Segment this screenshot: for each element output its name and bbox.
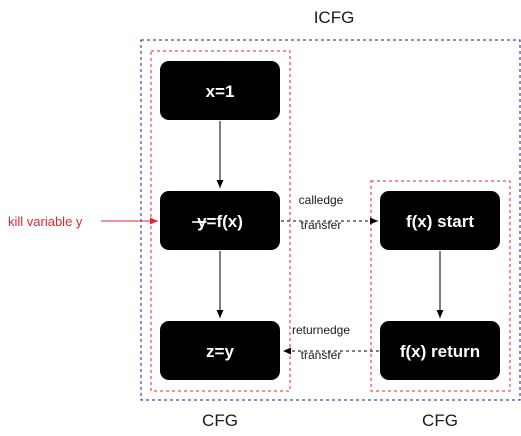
node-f-return-label: f(x) return [400,342,480,361]
return-transfer-label: transfer [301,348,342,362]
icfg-boundary [140,39,521,401]
node-z-assign-label: z=y [206,342,234,361]
node-x-assign: x=1 [160,61,280,120]
call-transfer-label: transfer [301,218,342,232]
node-x-assign-label: x=1 [206,82,235,101]
node-f-start: f(x) start [380,191,500,250]
node-f-return: f(x) return [380,321,500,380]
kill-variable-annotation: kill variable y [8,214,83,229]
call-expression: =f(x) [207,212,243,231]
return-edge-label: returnedge [292,323,350,337]
node-y-call: y=f(x) [160,191,280,250]
node-z-assign: z=y [160,321,280,380]
function-cfg-caption: CFG [422,411,458,430]
icfg-title: ICFG [314,8,355,27]
node-f-start-label: f(x) start [406,212,474,231]
main-cfg-caption: CFG [202,411,238,430]
call-edge-label: calledge [299,193,344,207]
